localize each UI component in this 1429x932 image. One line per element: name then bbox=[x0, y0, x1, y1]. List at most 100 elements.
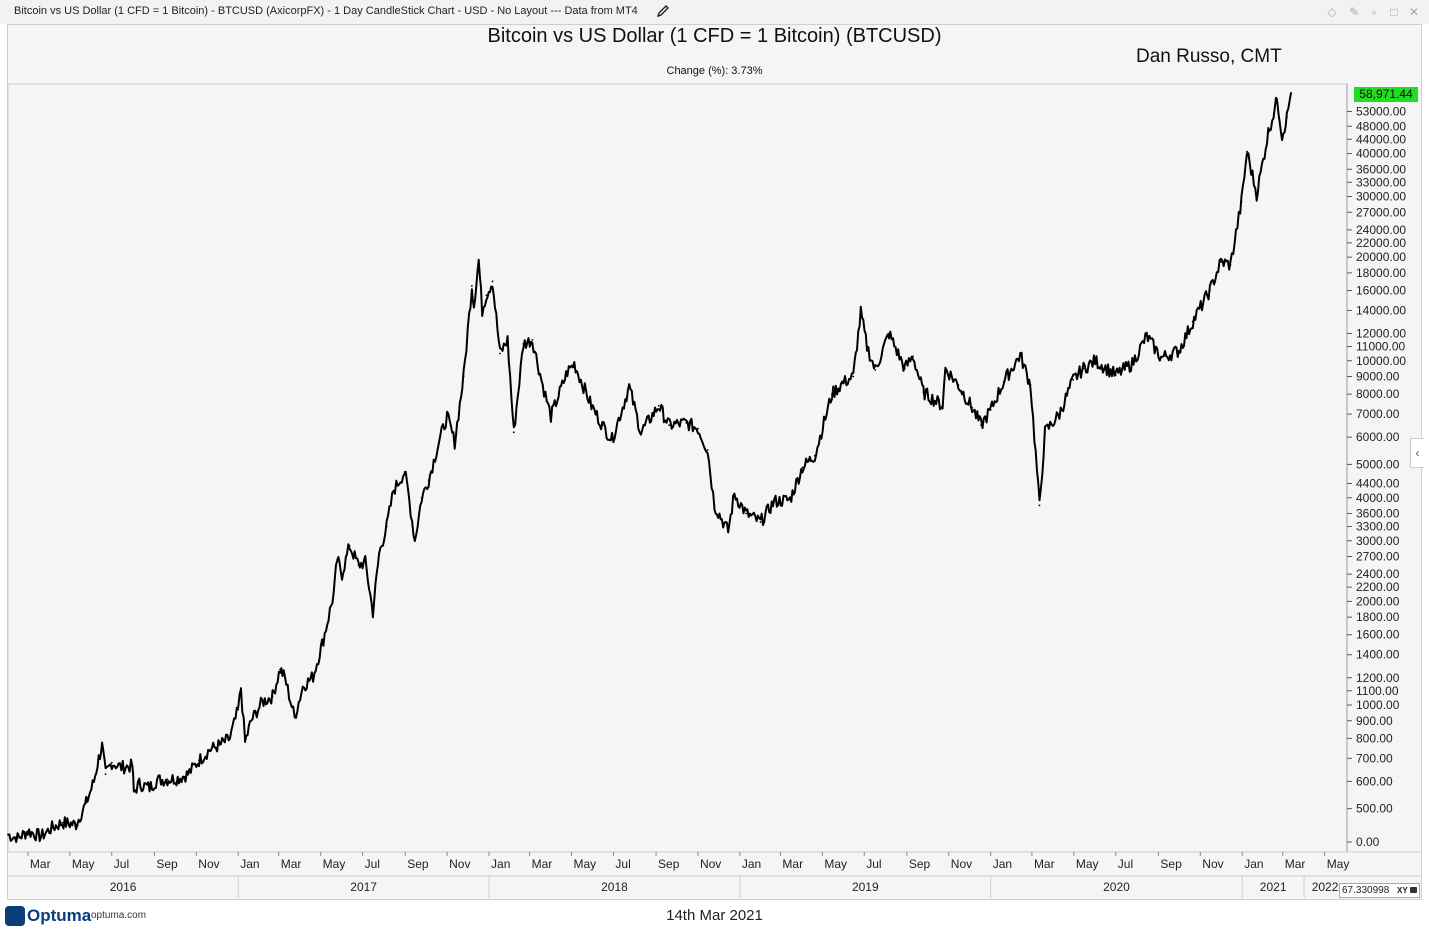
lock-icon[interactable] bbox=[1410, 887, 1417, 893]
x-year-label: 2022 bbox=[1312, 880, 1339, 894]
price-point bbox=[392, 489, 395, 492]
maximize-icon[interactable]: □ bbox=[1390, 5, 1398, 19]
x-month-label: Jul bbox=[365, 857, 380, 871]
y-tick-label: 9000.00 bbox=[1356, 370, 1400, 384]
collapse-panel-icon[interactable]: ‹ bbox=[1410, 438, 1424, 468]
price-point bbox=[957, 384, 960, 386]
zoom-mode-toggle[interactable]: XY bbox=[1397, 886, 1408, 895]
y-tick-label: 18000.00 bbox=[1356, 266, 1406, 280]
price-point bbox=[293, 716, 296, 719]
price-point bbox=[244, 741, 246, 744]
price-point bbox=[131, 765, 134, 767]
y-tick-label: 900.00 bbox=[1356, 714, 1393, 728]
y-tick-label: 44000.00 bbox=[1356, 132, 1406, 146]
y-tick-label: 40000.00 bbox=[1356, 147, 1406, 161]
y-tick-label: 4000.00 bbox=[1356, 491, 1400, 505]
price-point bbox=[866, 345, 868, 348]
price-point bbox=[813, 454, 816, 457]
price-point bbox=[1229, 263, 1232, 266]
price-point bbox=[284, 676, 286, 679]
price-point bbox=[348, 544, 351, 547]
x-year-label: 2017 bbox=[350, 880, 377, 894]
price-point bbox=[437, 441, 440, 444]
price-point bbox=[922, 391, 925, 394]
price-point bbox=[1029, 384, 1032, 386]
price-point bbox=[101, 745, 104, 747]
x-month-label: May bbox=[1076, 857, 1099, 871]
y-tick-label: 33000.00 bbox=[1356, 175, 1406, 189]
price-point bbox=[407, 489, 409, 492]
price-point bbox=[312, 675, 315, 678]
price-point bbox=[611, 438, 613, 441]
pencil-icon[interactable] bbox=[656, 4, 670, 18]
price-point bbox=[685, 421, 688, 424]
price-point bbox=[364, 561, 367, 564]
price-point bbox=[372, 611, 374, 614]
price-point bbox=[322, 638, 325, 641]
price-point bbox=[888, 332, 890, 335]
price-point bbox=[1131, 362, 1134, 365]
y-tick-label: 4400.00 bbox=[1356, 477, 1400, 491]
price-point bbox=[110, 761, 113, 764]
x-month-label: Mar bbox=[30, 857, 51, 871]
price-point bbox=[971, 406, 974, 409]
chart-title: Bitcoin vs US Dollar (1 CFD = 1 Bitcoin)… bbox=[487, 25, 942, 47]
y-tick-label: 10000.00 bbox=[1356, 354, 1406, 368]
price-point bbox=[522, 342, 525, 345]
price-point bbox=[473, 304, 475, 307]
price-point bbox=[237, 708, 240, 711]
y-tick-label: 20000.00 bbox=[1356, 250, 1406, 264]
price-point bbox=[1145, 335, 1148, 337]
x-month-label: Jul bbox=[114, 857, 129, 871]
x-month-label: Sep bbox=[658, 857, 680, 871]
price-point bbox=[789, 498, 791, 501]
x-year-label: 2016 bbox=[110, 880, 137, 894]
price-point bbox=[16, 837, 19, 840]
price-point bbox=[1044, 431, 1046, 434]
x-month-label: Jan bbox=[1244, 857, 1263, 871]
price-series-line bbox=[7, 92, 1292, 843]
x-month-label: Jul bbox=[1118, 857, 1133, 871]
price-point bbox=[549, 415, 552, 418]
x-month-label: May bbox=[323, 857, 346, 871]
x-month-label: Jan bbox=[742, 857, 761, 871]
price-point bbox=[148, 786, 151, 789]
price-point bbox=[852, 375, 855, 378]
diamond-icon[interactable]: ◇ bbox=[1327, 5, 1337, 19]
price-point bbox=[912, 355, 914, 358]
x-month-label: Nov bbox=[951, 857, 972, 871]
x-month-label: Mar bbox=[532, 857, 553, 871]
price-point bbox=[512, 431, 515, 434]
x-month-label: Jan bbox=[491, 857, 510, 871]
price-point bbox=[166, 778, 169, 781]
zoom-value[interactable]: 67.330998 bbox=[1342, 885, 1390, 896]
price-point bbox=[759, 521, 762, 523]
y-tick-label: 800.00 bbox=[1356, 731, 1393, 745]
price-point bbox=[61, 821, 64, 824]
price-point bbox=[176, 777, 179, 780]
pin-icon[interactable]: ✎ bbox=[1348, 5, 1360, 19]
x-month-label: Sep bbox=[1160, 857, 1182, 871]
price-point bbox=[831, 393, 833, 396]
zoom-input[interactable]: 67.330998 XY bbox=[1339, 883, 1420, 898]
price-point bbox=[208, 749, 211, 751]
x-month-label: Nov bbox=[700, 857, 721, 871]
restore-icon[interactable]: ▫ bbox=[1371, 5, 1377, 19]
price-point bbox=[601, 424, 604, 427]
price-point bbox=[668, 424, 670, 427]
price-point bbox=[874, 369, 877, 371]
y-tick-label: 30000.00 bbox=[1356, 190, 1406, 204]
y-tick-label: 5000.00 bbox=[1356, 457, 1400, 471]
y-tick-label: 1100.00 bbox=[1356, 684, 1399, 698]
y-tick-label: 24000.00 bbox=[1356, 223, 1406, 237]
x-month-label: Mar bbox=[1034, 857, 1055, 871]
price-point bbox=[1290, 92, 1292, 94]
price-chart[interactable]: 53000.0048000.0044000.0040000.0036000.00… bbox=[0, 0, 1429, 900]
price-point bbox=[1178, 349, 1180, 352]
price-point bbox=[733, 493, 736, 495]
close-icon[interactable]: ✕ bbox=[1408, 5, 1420, 19]
price-point bbox=[85, 801, 88, 804]
y-tick-label: 8000.00 bbox=[1356, 387, 1400, 401]
footer-bar bbox=[0, 900, 1429, 932]
optuma-logo-icon bbox=[5, 906, 25, 926]
